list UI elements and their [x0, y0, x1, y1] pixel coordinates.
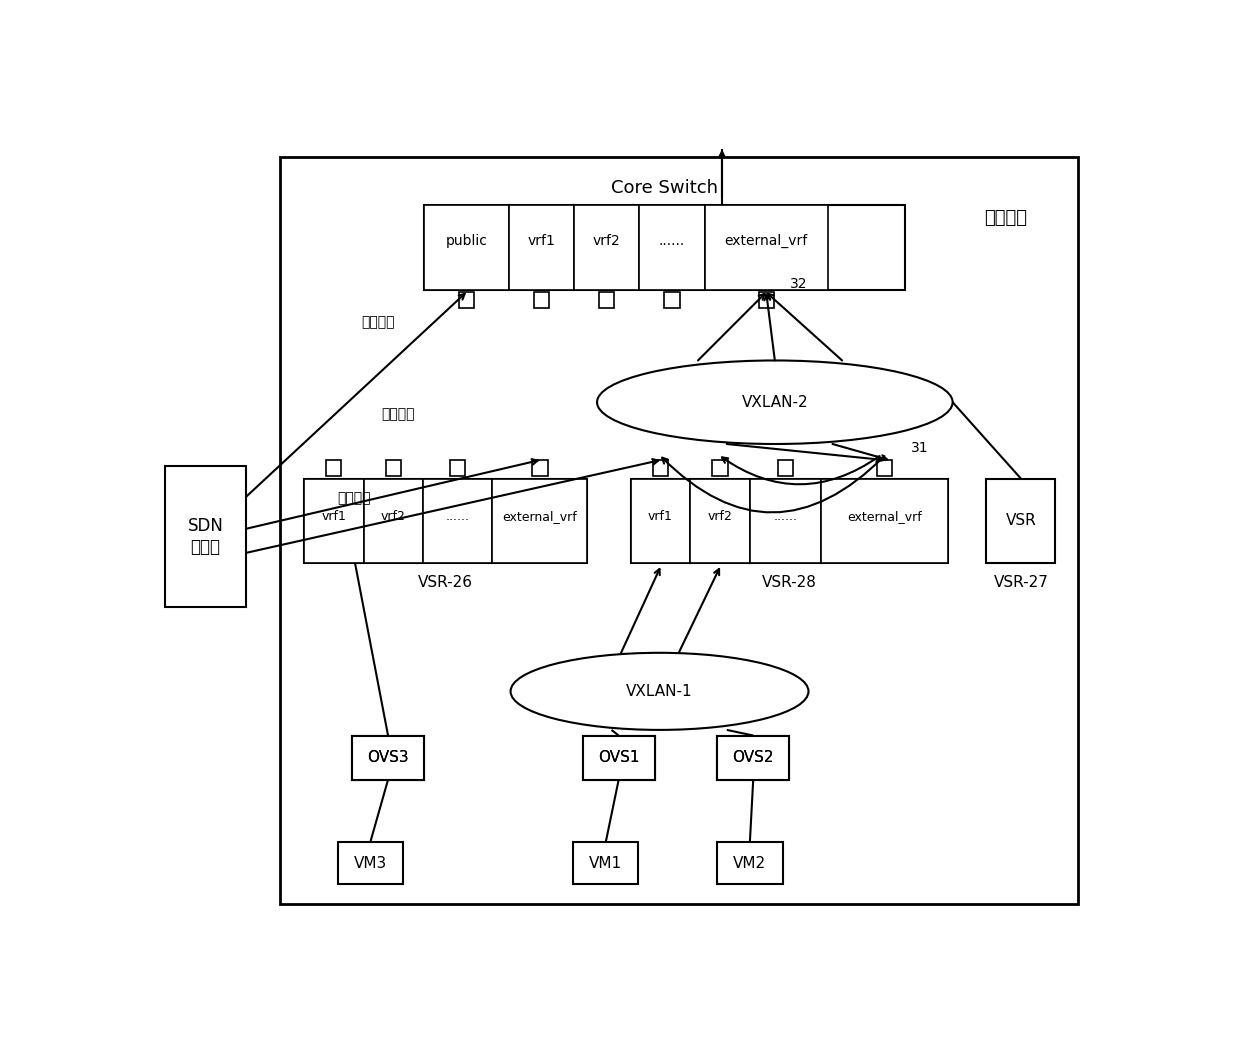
Text: ......: ...... — [658, 234, 686, 248]
Text: 31: 31 — [911, 441, 929, 455]
Bar — [821, 479, 947, 563]
Text: external_vrf: external_vrf — [502, 510, 578, 523]
Text: OVS1: OVS1 — [598, 750, 640, 766]
Bar — [304, 479, 363, 563]
Text: Core Switch: Core Switch — [611, 178, 718, 197]
Text: OVS3: OVS3 — [367, 750, 409, 766]
Bar — [165, 466, 247, 607]
Text: VM3: VM3 — [353, 855, 387, 871]
Text: external_vrf: external_vrf — [847, 510, 921, 523]
Text: public: public — [445, 234, 487, 248]
Bar — [877, 460, 892, 476]
Text: VXLAN-1: VXLAN-1 — [626, 684, 693, 699]
Bar — [337, 843, 403, 884]
Text: 下发路由: 下发路由 — [337, 491, 371, 506]
Bar — [532, 460, 548, 476]
Text: 组合网关: 组合网关 — [985, 209, 1027, 226]
Bar — [777, 460, 794, 476]
Text: SDN
控制器: SDN 控制器 — [187, 517, 223, 556]
Text: OVS2: OVS2 — [733, 750, 774, 766]
Bar — [631, 479, 947, 563]
Bar — [583, 735, 655, 780]
Bar — [717, 843, 782, 884]
Text: OVS2: OVS2 — [733, 750, 774, 766]
Bar — [533, 292, 549, 309]
Text: VXLAN-2: VXLAN-2 — [742, 394, 808, 410]
Text: vrf1: vrf1 — [321, 510, 346, 523]
Bar — [717, 735, 789, 780]
Bar — [352, 735, 424, 780]
Text: VSR-26: VSR-26 — [418, 576, 474, 590]
Bar — [459, 292, 474, 309]
Bar — [573, 843, 639, 884]
Bar — [492, 479, 588, 563]
Text: VM2: VM2 — [733, 855, 766, 871]
Text: VM1: VM1 — [589, 855, 622, 871]
Bar — [640, 205, 704, 290]
Text: VSR: VSR — [1006, 513, 1037, 528]
Bar — [508, 205, 574, 290]
Bar — [424, 205, 508, 290]
Text: 32: 32 — [790, 277, 807, 291]
Text: OVS3: OVS3 — [367, 750, 409, 766]
Bar — [280, 157, 1078, 904]
Bar — [326, 460, 341, 476]
Bar — [750, 479, 821, 563]
Text: VSR-28: VSR-28 — [761, 576, 817, 590]
Text: vrf2: vrf2 — [708, 510, 733, 523]
Bar — [363, 479, 423, 563]
Text: OVS1: OVS1 — [598, 750, 640, 766]
Text: 下发路由: 下发路由 — [362, 315, 396, 329]
Text: vrf1: vrf1 — [649, 510, 673, 523]
Bar — [704, 205, 828, 290]
Bar — [450, 460, 465, 476]
Bar — [986, 479, 1055, 563]
Bar — [712, 460, 728, 476]
Bar — [599, 292, 614, 309]
Text: ......: ...... — [774, 510, 797, 523]
Text: VSR-27: VSR-27 — [993, 576, 1048, 590]
Bar — [423, 479, 492, 563]
Bar — [691, 479, 750, 563]
Text: 下发路由: 下发路由 — [381, 407, 414, 421]
Text: vrf2: vrf2 — [381, 510, 405, 523]
Bar — [652, 460, 668, 476]
Bar — [759, 292, 774, 309]
Text: external_vrf: external_vrf — [724, 234, 807, 248]
Bar — [583, 735, 655, 780]
Bar — [352, 735, 424, 780]
Bar — [304, 479, 588, 563]
Bar — [424, 205, 905, 290]
Bar — [717, 735, 789, 780]
Bar — [386, 460, 401, 476]
Bar — [574, 205, 640, 290]
Text: vrf2: vrf2 — [593, 234, 620, 248]
Bar — [665, 292, 680, 309]
Text: ......: ...... — [445, 510, 470, 523]
Bar — [631, 479, 691, 563]
Text: vrf1: vrf1 — [527, 234, 556, 248]
